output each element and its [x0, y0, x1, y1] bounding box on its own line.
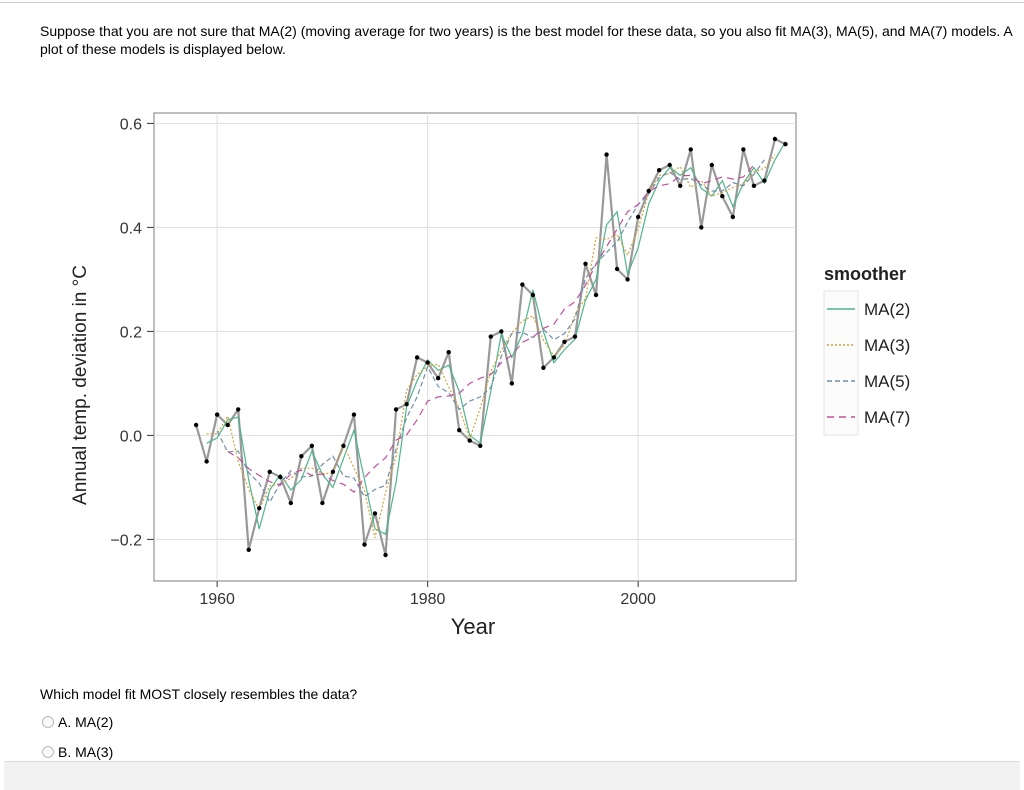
- series-lines: [195, 137, 787, 557]
- data-points: [193, 136, 788, 558]
- series-line-ma2: [206, 141, 787, 536]
- x-axis-label: Year: [451, 614, 495, 639]
- legend: smoother MA(2) MA(3) MA(5) MA(7): [823, 264, 910, 436]
- data-point: [772, 136, 778, 142]
- x-tick-label: 1980: [410, 591, 446, 608]
- data-point: [488, 334, 493, 339]
- series-line-ma3: [206, 154, 776, 538]
- data-point: [562, 339, 567, 344]
- option-b-label: B. MA(3): [58, 744, 114, 760]
- data-point: [699, 225, 704, 230]
- data-point: [320, 500, 325, 506]
- data-point: [678, 183, 683, 188]
- data-point: [509, 381, 515, 386]
- data-point: [499, 329, 504, 334]
- data-point: [604, 152, 609, 157]
- data-point: [225, 422, 230, 428]
- data-point: [351, 412, 357, 417]
- question-prompt: Which model fit MOST closely resembles t…: [40, 686, 358, 702]
- x-tick-label: 2000: [620, 591, 656, 608]
- y-tick-label: 0.4: [120, 220, 142, 237]
- axes: 0.6 0.4 0.2 0.0 −0.2 1960 1980 2000: [110, 116, 656, 608]
- data-point: [330, 469, 336, 474]
- data-point: [467, 438, 472, 443]
- data-point: [625, 277, 630, 282]
- data-point: [646, 188, 651, 194]
- data-point: [414, 355, 420, 360]
- data-point: [762, 178, 767, 183]
- data-point: [309, 443, 315, 448]
- data-point: [372, 511, 378, 516]
- legend-label: MA(2): [864, 300, 910, 319]
- intro-text: Suppose that you are not sure that MA(2)…: [40, 23, 1012, 57]
- data-point: [530, 292, 536, 298]
- top-divider: [0, 2, 1024, 3]
- data-point: [404, 402, 409, 407]
- data-point: [214, 412, 220, 417]
- data-point: [635, 214, 641, 220]
- data-point: [204, 459, 209, 464]
- data-point: [720, 194, 725, 199]
- chart-container: 0.6 0.4 0.2 0.0 −0.2 1960 1980 2000 Year Annual…: [55, 95, 945, 655]
- x-tick-label: 1960: [199, 591, 235, 608]
- legend-label: MA(7): [864, 408, 910, 427]
- y-tick-label: 0.6: [120, 116, 142, 133]
- data-point: [614, 266, 620, 272]
- data-point: [730, 214, 736, 220]
- legend-label: MA(5): [864, 372, 910, 391]
- data-point: [741, 147, 746, 152]
- data-point: [783, 142, 788, 147]
- data-point: [362, 542, 367, 547]
- data-point: [572, 334, 578, 339]
- footer-bar: [4, 761, 1020, 790]
- data-point: [656, 168, 662, 173]
- data-point: [383, 552, 388, 558]
- option-a-radio[interactable]: [42, 716, 54, 728]
- data-point: [541, 365, 546, 370]
- data-point: [583, 261, 588, 266]
- data-point: [446, 350, 451, 355]
- legend-key-box: [823, 290, 859, 436]
- y-axis-label: Annual temp. deviation in °C: [70, 265, 91, 505]
- data-point: [393, 407, 399, 412]
- series-line-ma5: [216, 159, 765, 504]
- data-point: [457, 428, 462, 433]
- y-tick-label: −0.2: [110, 532, 142, 549]
- data-point: [341, 443, 346, 448]
- data-point: [267, 469, 272, 474]
- data-point: [688, 147, 693, 152]
- option-a-label: A. MA(2): [58, 714, 114, 730]
- data-point: [551, 355, 557, 360]
- option-b-radio[interactable]: [42, 746, 54, 758]
- data-point: [751, 183, 757, 188]
- legend-label: MA(3): [864, 336, 910, 355]
- data-point: [288, 500, 294, 506]
- data-point: [709, 162, 715, 168]
- data-point: [520, 282, 525, 287]
- data-point: [246, 547, 251, 552]
- data-point: [193, 422, 199, 428]
- data-point: [435, 376, 441, 381]
- data-point: [478, 443, 483, 448]
- legend-title: smoother: [824, 264, 906, 284]
- data-point: [425, 360, 430, 365]
- series-line-ma7: [227, 164, 755, 493]
- data-point: [299, 454, 304, 459]
- data-point: [257, 506, 262, 511]
- data-point: [593, 292, 599, 298]
- y-tick-label: 0.2: [120, 324, 142, 341]
- data-point: [667, 162, 672, 168]
- line-chart: 0.6 0.4 0.2 0.0 −0.2 1960 1980 2000 Year Annual…: [70, 112, 910, 639]
- data-point: [278, 474, 283, 480]
- grid-lines: [154, 113, 796, 581]
- option-b[interactable]: B. MA(3): [42, 744, 113, 760]
- option-a[interactable]: A. MA(2): [42, 714, 113, 730]
- y-tick-label: 0.0: [120, 428, 142, 445]
- data-point: [235, 407, 241, 412]
